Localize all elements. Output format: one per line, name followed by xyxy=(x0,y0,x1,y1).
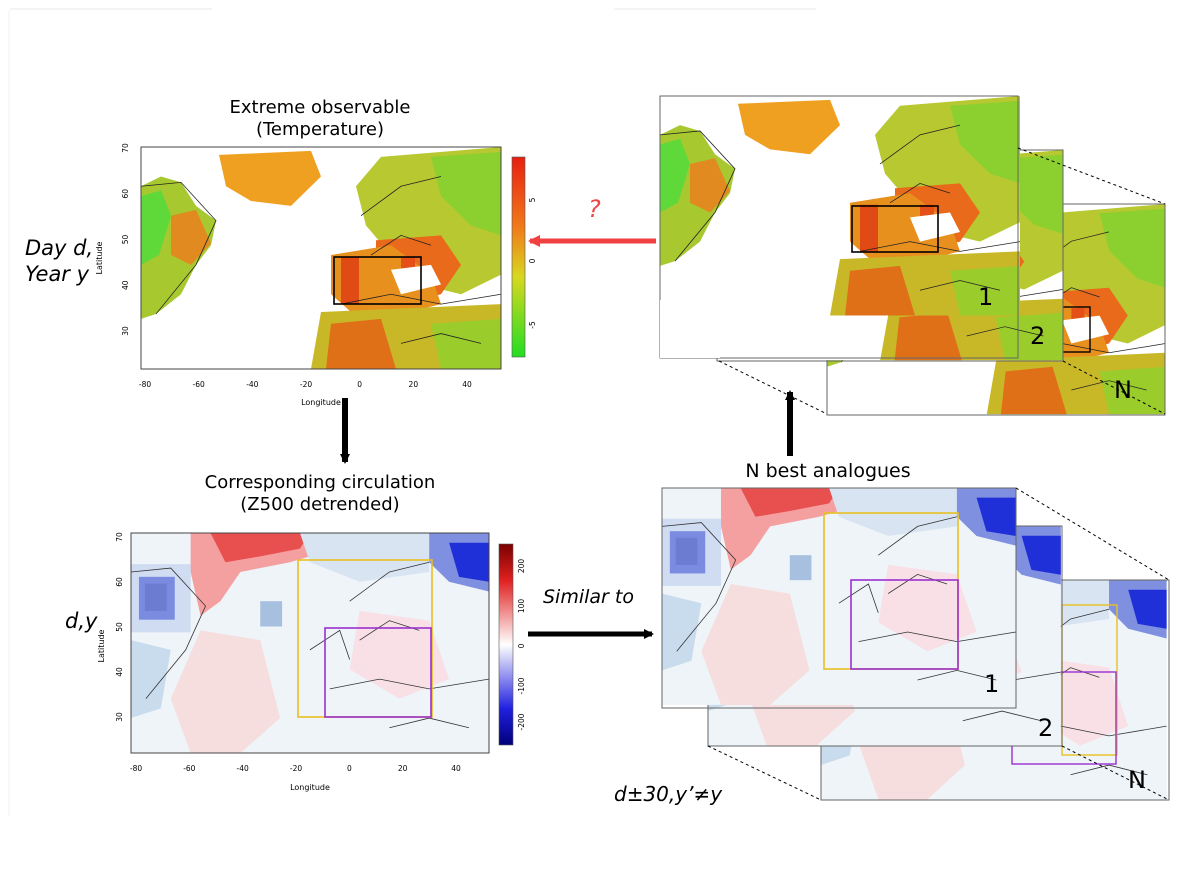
analogues-label: N best analogues xyxy=(745,460,911,482)
dy-label: d,y xyxy=(65,609,98,633)
temperature-stack-label-1: 1 xyxy=(978,283,994,311)
circulation-title: Corresponding circulation (Z500 detrende… xyxy=(140,472,500,516)
tick-label: 30 xyxy=(121,326,130,336)
z500-x-axis-label: Longitude xyxy=(290,783,330,792)
year-label: Year y xyxy=(25,262,90,286)
tick-label: 40 xyxy=(115,667,124,677)
z500-stack-label-1: 1 xyxy=(984,670,1000,698)
tick-label: 50 xyxy=(121,235,130,245)
temperature-stack-label-2: 2 xyxy=(1030,322,1046,350)
z500-analogue-card-1 xyxy=(661,487,1017,706)
temperature-analogue-stack xyxy=(659,95,1166,416)
day-label: Day d, xyxy=(25,236,94,260)
z500-y-axis-label: Latitude xyxy=(97,629,106,662)
z500-analogue-stack xyxy=(661,487,1170,801)
z500-stack-label-2: 2 xyxy=(1038,714,1054,742)
tick-label: 0 xyxy=(347,764,352,773)
tick-label: 20 xyxy=(409,380,419,389)
tick-label: -80 xyxy=(130,764,142,773)
temperature-title-line2: (Temperature) xyxy=(255,119,385,140)
tick-label: 40 xyxy=(462,380,472,389)
tick-label: 30 xyxy=(115,712,124,722)
tick-label: 0 xyxy=(517,643,526,648)
tick-label: 60 xyxy=(115,577,124,587)
tick-label: 200 xyxy=(517,559,526,574)
tick-label: 0 xyxy=(528,258,537,263)
z500-colorbar xyxy=(498,543,514,746)
temperature-region-box xyxy=(333,256,422,305)
tick-label: -20 xyxy=(290,764,302,773)
temperature-y-ticks: 30 40 50 60 70 xyxy=(121,143,130,336)
temperature-analogue-card-1 xyxy=(659,95,1021,316)
tick-label: 5 xyxy=(528,197,537,202)
temperature-title-line1: Extreme observable xyxy=(229,97,411,118)
date-constraint-label: d±30,y’≠y xyxy=(614,782,723,806)
tick-label: -5 xyxy=(528,321,537,329)
tick-label: -100 xyxy=(517,677,526,694)
temperature-analogue-box-1 xyxy=(851,205,939,253)
tick-label: 50 xyxy=(115,622,124,632)
circulation-title-line2: (Z500 detrended) xyxy=(240,494,400,515)
day-year-label: Day d, Year y xyxy=(25,235,93,287)
temperature-map-frame xyxy=(140,146,502,370)
z500-analogue-inner-box xyxy=(850,579,959,670)
tick-label: -200 xyxy=(517,713,526,730)
temperature-colorbar-ticks: 5 0 -5 xyxy=(528,197,537,328)
temperature-map xyxy=(140,146,502,370)
z500-map xyxy=(130,532,490,754)
temperature-colorbar xyxy=(511,156,526,358)
tick-label: -40 xyxy=(237,764,249,773)
z500-inner-region-box xyxy=(324,627,432,718)
z500-y-ticks: 30 40 50 60 70 xyxy=(115,532,124,722)
temperature-y-axis-label: Latitude xyxy=(95,241,104,274)
temperature-x-ticks: -80 -60 -40 -20 0 20 40 xyxy=(139,380,472,389)
temperature-x-axis-label: Longitude xyxy=(301,398,341,407)
temperature-title: Extreme observable (Temperature) xyxy=(140,97,500,141)
tick-label: -40 xyxy=(246,380,258,389)
tick-label: 70 xyxy=(115,532,124,542)
temperature-stack-label-n: N xyxy=(1114,376,1132,404)
z500-map-frame xyxy=(130,532,490,754)
tick-label: -80 xyxy=(139,380,151,389)
question-mark: ? xyxy=(588,195,601,223)
similar-to-label: Similar to xyxy=(543,586,634,608)
tick-label: -60 xyxy=(183,764,195,773)
z500-colorbar-ticks: 200 100 0 -100 -200 xyxy=(517,559,526,731)
tick-label: -20 xyxy=(300,380,312,389)
tick-label: 60 xyxy=(121,189,130,199)
tick-label: 40 xyxy=(451,764,461,773)
tick-label: 100 xyxy=(517,599,526,614)
tick-label: 20 xyxy=(398,764,408,773)
tick-label: 40 xyxy=(121,280,130,290)
z500-x-ticks: -80 -60 -40 -20 0 20 40 xyxy=(130,764,461,773)
tick-label: 0 xyxy=(357,380,362,389)
tick-label: 70 xyxy=(121,143,130,153)
tick-label: -60 xyxy=(193,380,205,389)
circulation-title-line1: Corresponding circulation xyxy=(204,472,436,493)
z500-stack-label-n: N xyxy=(1128,766,1146,794)
